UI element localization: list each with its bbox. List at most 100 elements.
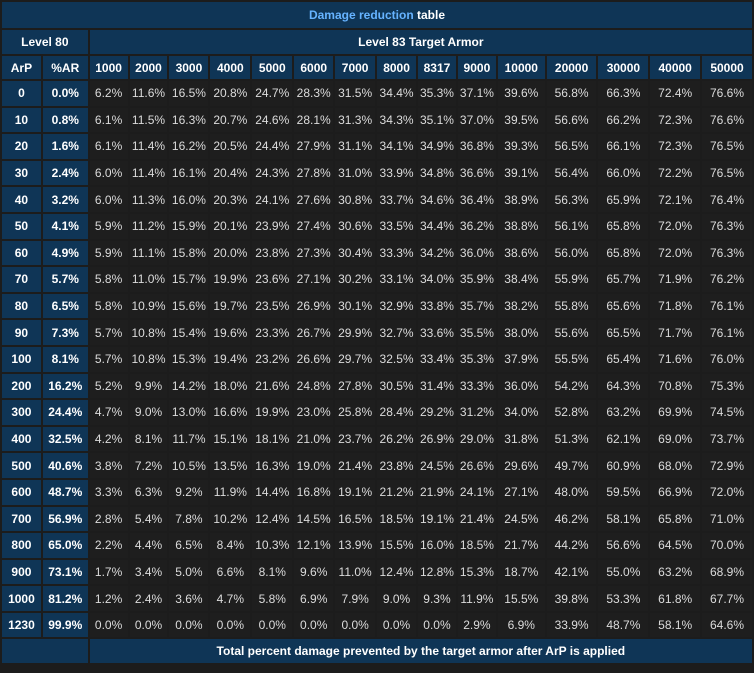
table-row: 0 0.0% 6.2% 11.6% 16.5% 20.8% 24.7% 28.3% 31.5% 3…	[2, 81, 752, 106]
reduction-cell: 34.1%	[377, 134, 416, 159]
reduction-cell: 71.8%	[650, 293, 701, 319]
reduction-cell: 34.3%	[377, 107, 416, 133]
reduction-cell: 13.9%	[335, 533, 376, 558]
reduction-cell: 39.5%	[497, 107, 545, 133]
armor-column-header: 3000	[169, 56, 209, 79]
reduction-cell: 39.1%	[497, 160, 545, 186]
reduction-cell: 20.1%	[210, 213, 251, 239]
reduction-cell: 30.1%	[335, 293, 376, 319]
table-row: 200 16.2% 5.2% 9.9% 14.2% 18.0% 21.6% 24.8% 27.8…	[2, 373, 752, 399]
reduction-cell: 16.1%	[169, 160, 209, 186]
reduction-cell: 30.6%	[335, 213, 376, 239]
reduction-cell: 26.9%	[418, 426, 456, 452]
ar-percent-value: 6.5%	[42, 293, 88, 319]
table-row: 90 7.3% 5.7% 10.8% 15.4% 19.6% 23.3% 26.7% 29.9%…	[2, 320, 752, 345]
armor-column-header: 50000	[702, 56, 752, 79]
table-row: 700 56.9% 2.8% 5.4% 7.8% 10.2% 12.4% 14.5% 16.5%…	[2, 506, 752, 532]
reduction-cell: 9.2%	[169, 479, 209, 505]
reduction-cell: 63.2%	[598, 400, 649, 425]
target-armor-header: Level 83 Target Armor	[89, 30, 752, 54]
reduction-cell: 76.5%	[702, 134, 752, 159]
ar-percent-value: 99.9%	[42, 612, 88, 638]
arp-value: 900	[2, 559, 41, 585]
damage-reduction-link[interactable]: Damage reduction	[308, 8, 414, 22]
reduction-cell: 0.0%	[335, 612, 376, 638]
table-row: 600 48.7% 3.3% 6.3% 9.2% 11.9% 14.4% 16.8% 19.1%…	[2, 479, 752, 505]
reduction-cell: 76.3%	[702, 213, 752, 239]
reduction-cell: 24.1%	[457, 479, 496, 505]
reduction-cell: 6.9%	[497, 612, 545, 638]
reduction-cell: 29.9%	[335, 320, 376, 345]
reduction-cell: 75.3%	[702, 373, 752, 399]
reduction-cell: 9.3%	[418, 586, 456, 611]
reduction-cell: 33.5%	[377, 213, 416, 239]
reduction-cell: 69.9%	[650, 400, 701, 425]
reduction-cell: 33.9%	[546, 612, 597, 638]
arp-value: 300	[2, 400, 41, 425]
reduction-cell: 38.0%	[497, 320, 545, 345]
reduction-cell: 6.1%	[89, 134, 128, 159]
arp-value: 1000	[2, 586, 41, 611]
reduction-cell: 19.9%	[252, 400, 293, 425]
reduction-cell: 54.2%	[546, 373, 597, 399]
reduction-cell: 11.4%	[129, 134, 168, 159]
reduction-cell: 58.1%	[598, 506, 649, 532]
reduction-cell: 10.8%	[129, 320, 168, 345]
reduction-cell: 71.9%	[650, 267, 701, 292]
ar-percent-value: 32.5%	[42, 426, 88, 452]
table-row: 20 1.6% 6.1% 11.4% 16.2% 20.5% 24.4% 27.9% 31.1%…	[2, 134, 752, 159]
reduction-cell: 9.6%	[294, 559, 334, 585]
reduction-cell: 0.0%	[129, 612, 168, 638]
reduction-cell: 32.9%	[377, 293, 416, 319]
reduction-cell: 60.9%	[598, 453, 649, 478]
reduction-cell: 38.6%	[497, 240, 545, 266]
reduction-cell: 2.4%	[129, 586, 168, 611]
reduction-cell: 11.2%	[129, 213, 168, 239]
arp-value: 700	[2, 506, 41, 532]
reduction-cell: 27.9%	[294, 134, 334, 159]
reduction-cell: 55.9%	[546, 267, 597, 292]
reduction-cell: 31.1%	[335, 134, 376, 159]
reduction-cell: 27.8%	[335, 373, 376, 399]
reduction-cell: 35.1%	[418, 107, 456, 133]
reduction-cell: 30.8%	[335, 187, 376, 212]
arp-value: 80	[2, 293, 41, 319]
reduction-cell: 29.0%	[457, 426, 496, 452]
reduction-cell: 33.7%	[377, 187, 416, 212]
reduction-cell: 0.0%	[418, 612, 456, 638]
reduction-cell: 34.0%	[418, 267, 456, 292]
reduction-cell: 28.1%	[294, 107, 334, 133]
reduction-cell: 20.0%	[210, 240, 251, 266]
reduction-cell: 24.7%	[252, 81, 293, 106]
reduction-cell: 56.0%	[546, 240, 597, 266]
reduction-cell: 26.6%	[457, 453, 496, 478]
armor-column-header: 2000	[129, 56, 168, 79]
table-row: 40 3.2% 6.0% 11.3% 16.0% 20.3% 24.1% 27.6% 30.8%…	[2, 187, 752, 212]
reduction-cell: 0.0%	[210, 612, 251, 638]
arp-value: 400	[2, 426, 41, 452]
reduction-cell: 16.5%	[169, 81, 209, 106]
reduction-cell: 15.5%	[497, 586, 545, 611]
reduction-cell: 34.6%	[418, 187, 456, 212]
armor-column-header: 20000	[546, 56, 597, 79]
reduction-cell: 20.5%	[210, 134, 251, 159]
reduction-cell: 5.8%	[89, 293, 128, 319]
reduction-cell: 34.0%	[497, 400, 545, 425]
reduction-cell: 2.8%	[89, 506, 128, 532]
reduction-cell: 56.4%	[546, 160, 597, 186]
reduction-cell: 53.3%	[598, 586, 649, 611]
armor-column-header: 7000	[335, 56, 376, 79]
reduction-cell: 19.1%	[418, 506, 456, 532]
reduction-cell: 21.6%	[252, 373, 293, 399]
reduction-cell: 6.0%	[89, 160, 128, 186]
reduction-cell: 71.6%	[650, 346, 701, 372]
reduction-cell: 30.2%	[335, 267, 376, 292]
reduction-cell: 74.5%	[702, 400, 752, 425]
reduction-cell: 65.8%	[598, 213, 649, 239]
reduction-cell: 15.3%	[457, 559, 496, 585]
reduction-cell: 56.6%	[546, 107, 597, 133]
arp-value: 60	[2, 240, 41, 266]
table-row: 1230 99.9% 0.0% 0.0% 0.0% 0.0% 0.0% 0.0% 0.0% 0.0…	[2, 612, 752, 638]
reduction-cell: 12.8%	[418, 559, 456, 585]
reduction-cell: 63.2%	[650, 559, 701, 585]
